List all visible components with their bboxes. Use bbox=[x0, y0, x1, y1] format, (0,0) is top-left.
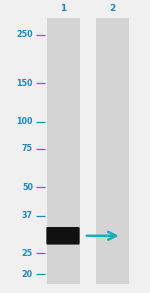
Text: 25: 25 bbox=[22, 248, 33, 258]
Text: 2: 2 bbox=[109, 4, 116, 13]
FancyBboxPatch shape bbox=[46, 227, 80, 245]
Bar bbox=[96, 18, 129, 284]
Text: 50: 50 bbox=[22, 183, 33, 192]
Text: 37: 37 bbox=[22, 212, 33, 220]
Text: 150: 150 bbox=[16, 79, 33, 88]
Text: 75: 75 bbox=[22, 144, 33, 154]
Text: 100: 100 bbox=[16, 117, 33, 126]
Text: 20: 20 bbox=[22, 270, 33, 279]
Text: 1: 1 bbox=[60, 4, 66, 13]
Text: 250: 250 bbox=[16, 30, 33, 39]
Bar bbox=[46, 18, 80, 284]
